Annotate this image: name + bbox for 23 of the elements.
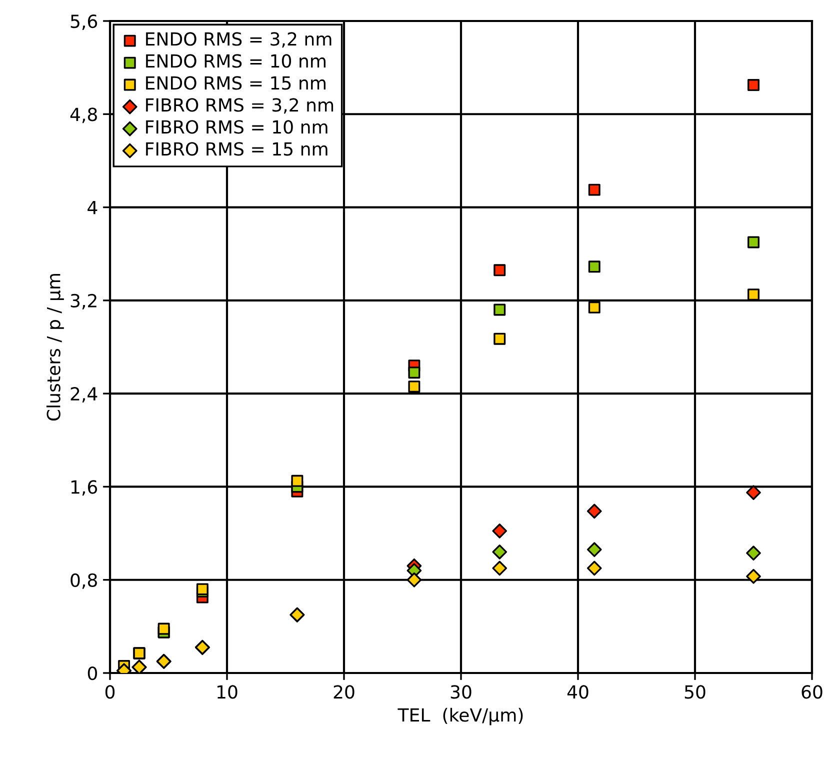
x-tick-label: 50 [684,685,706,699]
y-tick-label: 4,8 [70,108,97,124]
y-tick-label: 3,2 [70,294,96,310]
y-tick-label: 0 [88,666,97,680]
y-tick-label: 0,8 [70,573,97,589]
x-axis-title: TEL (keV/µm) [398,708,523,726]
x-tick-label: 20 [334,685,354,699]
x-tick-label: 0 [105,685,115,699]
legend-label: ENDO RMS = 15 nm [146,76,326,90]
x-tick-label: 30 [450,685,472,699]
legend-label: FIBRO RMS = 15 nm [146,142,328,156]
x-tick-label: 40 [567,685,588,699]
y-tick-label: 2,4 [70,387,98,403]
legend-label: ENDO RMS = 3,2 nm [146,32,332,48]
legend-label: FIBRO RMS = 3,2 nm [146,98,334,114]
x-tick-label: 10 [217,685,238,699]
y-tick-label: 4 [88,200,98,214]
legend-label: ENDO RMS = 10 nm [146,54,326,68]
y-tick-label: 5,6 [70,14,98,30]
y-axis-title: Clusters / p / µm [46,274,64,421]
x-tick-label: 60 [802,685,822,699]
y-tick-label: 1,6 [71,480,98,496]
legend-label: FIBRO RMS = 10 nm [146,120,328,134]
